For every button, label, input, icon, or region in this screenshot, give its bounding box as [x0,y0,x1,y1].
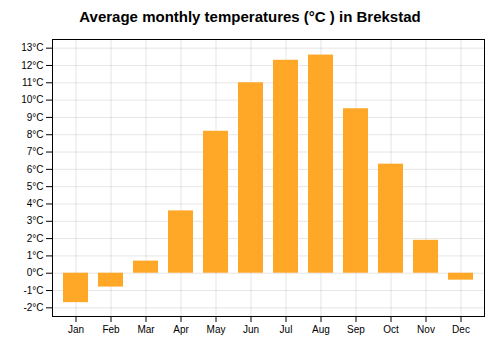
svg-text:Feb: Feb [102,324,120,335]
svg-text:4°C: 4°C [27,198,44,209]
svg-text:5°C: 5°C [27,181,44,192]
svg-text:7°C: 7°C [27,146,44,157]
svg-text:8°C: 8°C [27,129,44,140]
svg-text:9°C: 9°C [27,112,44,123]
svg-text:13°C: 13°C [21,42,43,53]
svg-text:Jun: Jun [243,324,259,335]
html-text:Average monthly temperatures (: Average monthly temperatures (°C ) in Br… [79,8,421,25]
svg-text:10°C: 10°C [21,94,43,105]
svg-text:Jul: Jul [280,324,293,335]
svg-text:Oct: Oct [383,324,399,335]
svg-text:3°C: 3°C [27,215,44,226]
svg-text:Jan: Jan [68,324,84,335]
svg-text:Dec: Dec [452,324,470,335]
svg-text:2°C: 2°C [27,233,44,244]
svg-text:0°C: 0°C [27,267,44,278]
svg-text:May: May [207,324,226,335]
svg-text:-1°C: -1°C [23,285,43,296]
svg-text:Sep: Sep [347,324,365,335]
svg-text:Nov: Nov [417,324,435,335]
svg-text:-2°C: -2°C [23,302,43,313]
svg-text:11°C: 11°C [22,77,44,88]
svg-text:1°C: 1°C [27,250,44,261]
svg-text:6°C: 6°C [27,164,44,175]
svg-text:Apr: Apr [173,324,189,335]
svg-text:Aug: Aug [312,324,330,335]
svg-text:12°C: 12°C [21,60,43,71]
svg-text:Mar: Mar [137,324,155,335]
